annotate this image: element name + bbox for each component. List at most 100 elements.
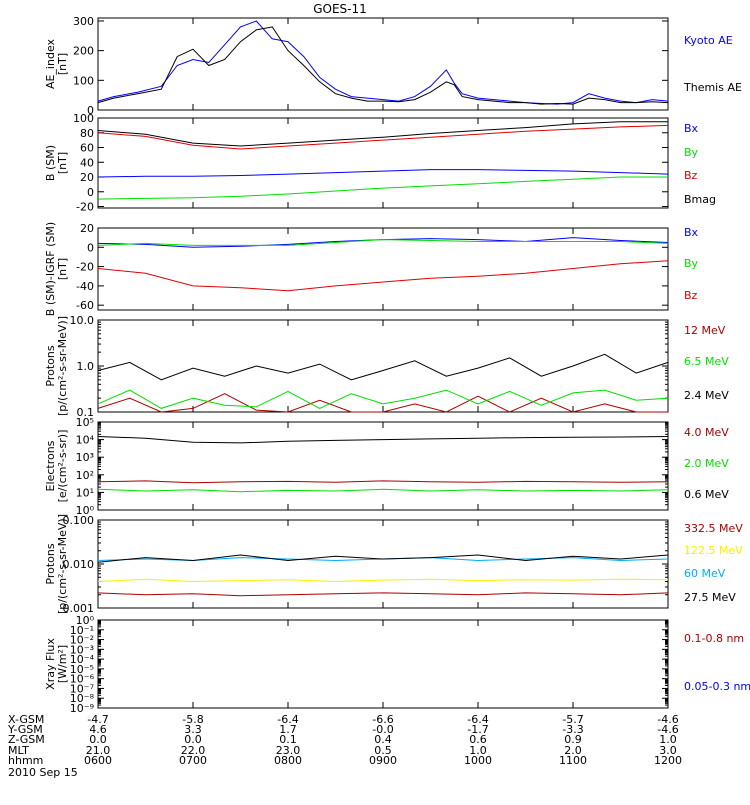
orbit-value: -6.4 <box>277 713 298 726</box>
y-axis-label: [e/(cm²-s-sr)] <box>56 430 69 503</box>
orbit-value: 1000 <box>464 754 492 767</box>
panel-6: 0.001 0.010 0.100 Protons [p/(cm²-s-sr-MeV)]… <box>44 514 743 615</box>
legend-entry: By <box>684 257 699 270</box>
series-line-122-5-mev <box>97 578 669 583</box>
legend-entry: 0.1-0.8 nm <box>684 632 744 645</box>
orbit-value: 0.6 <box>469 733 487 746</box>
y-tick-label: -20 <box>76 261 94 274</box>
y-axis-label: Electrons <box>44 440 57 491</box>
y-tick-label: 0.1 <box>77 406 95 419</box>
y-tick-label: 10⁵ <box>76 416 94 429</box>
y-tick-label: 40 <box>80 156 94 169</box>
legend-entry: 2.4 MeV <box>684 389 729 402</box>
orbit-value: 0.4 <box>374 733 392 746</box>
y-tick-label: 0.010 <box>63 558 95 571</box>
orbit-value: -0.0 <box>372 723 393 736</box>
y-tick-label: 10⁻³ <box>70 643 94 656</box>
series-line-bmag <box>97 121 668 147</box>
y-tick-label: 10⁴ <box>76 434 95 447</box>
panel-4: 0.1 1.0 10.0 Protons [p/(cm²-s-sr-MeV)] 12 Me… <box>44 314 729 419</box>
y-tick-label: 10.0 <box>70 314 95 327</box>
legend-entry: 6.5 MeV <box>684 355 729 368</box>
orbit-value: 1.0 <box>469 744 487 757</box>
y-axis-label: Protons <box>44 345 57 386</box>
orbit-value: -4.6 <box>657 723 678 736</box>
y-tick-label: 10⁻¹ <box>70 624 94 637</box>
legend-entry: 0.05-0.3 nm <box>684 680 750 693</box>
series-line-bz <box>97 260 669 292</box>
y-tick-label: 80 <box>80 127 94 140</box>
orbit-value: 0800 <box>274 754 302 767</box>
orbit-row-label: X-GSM <box>8 713 44 726</box>
legend-entry: Bmag <box>684 193 716 206</box>
y-tick-label: -20 <box>76 201 94 214</box>
y-tick-label: 10¹ <box>76 486 94 499</box>
plot-title: GOES-11 <box>313 2 367 16</box>
panel-frame <box>97 17 669 111</box>
series-line-6-5-mev <box>97 389 669 409</box>
legend-entry: Bx <box>684 226 699 239</box>
series-line-bx <box>97 169 669 178</box>
y-tick-label: 1.0 <box>77 360 95 373</box>
legend-entry: Bz <box>684 169 698 182</box>
orbit-row-label: Y-GSM <box>7 723 43 736</box>
orbit-value: -6.4 <box>467 713 488 726</box>
y-tick-label: 10⁻⁵ <box>70 663 94 676</box>
legend-entry: Bz <box>684 289 698 302</box>
panel-frame <box>97 421 669 511</box>
legend-entry: Bx <box>684 122 699 135</box>
y-tick-label: 20 <box>80 171 94 184</box>
orbit-value: 3.0 <box>659 744 677 757</box>
orbit-value: 0.9 <box>564 733 582 746</box>
legend-entry: 2.0 MeV <box>684 457 729 470</box>
series-line-12-mev <box>97 393 668 413</box>
y-axis-label: [p/(cm²-s-sr-MeV)] <box>56 316 69 416</box>
orbit-value: 23.0 <box>276 744 301 757</box>
date-label: 2010 Sep 15 <box>8 766 78 779</box>
y-tick-label: 300 <box>73 15 94 28</box>
orbit-value: 0.5 <box>374 744 392 757</box>
series-line-2-0-mev <box>97 488 669 493</box>
y-axis-label: Protons <box>44 543 57 584</box>
y-axis-label: [p/(cm²-s-sr-MeV)] <box>56 514 69 614</box>
y-tick-label: 10⁻⁴ <box>70 653 95 666</box>
legend-entry: 12 MeV <box>684 324 726 337</box>
orbit-row-label: Z-GSM <box>8 733 45 746</box>
y-axis-label: [nT] <box>56 152 69 174</box>
panel-frame <box>97 619 669 709</box>
series-line-4-0-mev <box>97 480 669 484</box>
y-tick-label: 0 <box>87 186 94 199</box>
orbit-value: 0.0 <box>89 733 107 746</box>
orbit-row-label: MLT <box>8 744 29 757</box>
panel-frame <box>97 117 669 209</box>
orbit-value: -4.6 <box>657 713 678 726</box>
y-tick-label: 10⁻⁸ <box>70 692 95 705</box>
panel-1: 0 100 200 300 AE_index [nT] Kyoto AE Themis AE <box>44 15 742 117</box>
orbit-value: 4.6 <box>89 723 107 736</box>
y-tick-label: -40 <box>76 280 94 293</box>
orbit-value: 0700 <box>179 754 207 767</box>
y-axis-label: [nT] <box>56 53 69 75</box>
y-tick-label: -60 <box>76 299 94 312</box>
series-line-by <box>97 239 669 246</box>
orbit-value: -4.7 <box>87 713 108 726</box>
orbit-value: 0900 <box>369 754 397 767</box>
orbit-value: 0.0 <box>184 733 202 746</box>
y-tick-label: 10⁻⁶ <box>70 673 95 686</box>
series-line-bx <box>97 237 669 248</box>
orbit-value: -1.7 <box>467 723 488 736</box>
y-tick-label: 100 <box>73 112 94 125</box>
panel-frame <box>97 319 669 413</box>
orbit-value: 2.0 <box>564 744 582 757</box>
panel-frame <box>97 227 669 311</box>
y-tick-label: 0.100 <box>63 514 95 527</box>
legend-entry: 60 MeV <box>684 567 726 580</box>
orbit-value: 0.1 <box>279 733 297 746</box>
series-line-bz <box>97 124 669 150</box>
orbit-value: 21.0 <box>86 744 111 757</box>
y-axis-label: B (SM) <box>44 145 57 181</box>
orbit-value: 0600 <box>84 754 112 767</box>
y-tick-label: 100 <box>73 74 94 87</box>
